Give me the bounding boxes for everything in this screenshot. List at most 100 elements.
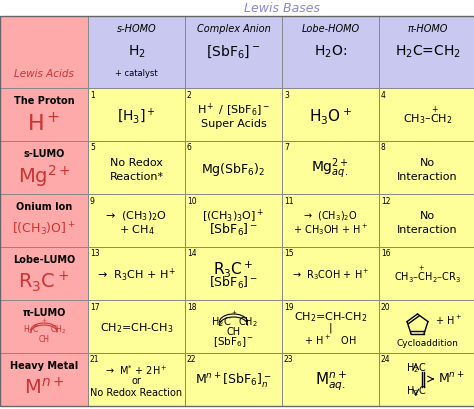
Text: H$_2$C=CH$_2$: H$_2$C=CH$_2$: [394, 44, 460, 60]
Text: + H$^+$   OH: + H$^+$ OH: [304, 333, 357, 346]
Text: π-LUMO: π-LUMO: [22, 308, 66, 318]
Text: 8: 8: [381, 144, 386, 153]
Text: CH: CH: [38, 335, 49, 344]
Bar: [88, 353, 185, 406]
Text: No Redox Reaction: No Redox Reaction: [91, 388, 182, 398]
Text: 24: 24: [381, 355, 391, 364]
Text: Mg$^{2+}_{aq.}$: Mg$^{2+}_{aq.}$: [311, 157, 349, 181]
Text: 6: 6: [187, 144, 192, 153]
Bar: [0, 353, 88, 406]
Text: H$^+$: H$^+$: [27, 111, 61, 135]
Text: H$_2$C: H$_2$C: [23, 324, 39, 336]
Text: 19: 19: [284, 303, 293, 312]
Bar: [185, 247, 282, 300]
Text: $^+$: $^+$: [40, 317, 48, 326]
Text: 11: 11: [284, 196, 293, 205]
Text: 4: 4: [381, 90, 386, 99]
Text: + H$^+$: + H$^+$: [436, 313, 462, 326]
Text: 5: 5: [90, 144, 95, 153]
Text: →  R$_3$COH + H$^+$: → R$_3$COH + H$^+$: [292, 267, 369, 283]
Text: H$_2$C: H$_2$C: [406, 384, 426, 398]
Bar: [379, 247, 474, 300]
Text: M$^{n+}$: M$^{n+}$: [24, 378, 64, 399]
Text: 14: 14: [187, 249, 197, 258]
Text: Reaction*: Reaction*: [109, 172, 164, 182]
Text: M$^{n+}$: M$^{n+}$: [438, 371, 465, 387]
Bar: [379, 16, 474, 88]
Text: 23: 23: [284, 355, 293, 364]
Text: s-LUMO: s-LUMO: [23, 149, 64, 159]
Bar: [282, 194, 379, 247]
Bar: [185, 194, 282, 247]
Text: M$^{n+}$[SbF$_6$]$^-_n$: M$^{n+}$[SbF$_6$]$^-_n$: [195, 372, 272, 391]
Text: 20: 20: [381, 303, 391, 312]
Text: →  M$^{*}$ + 2H$^+$: → M$^{*}$ + 2H$^+$: [105, 363, 168, 377]
Bar: [379, 141, 474, 194]
Text: 13: 13: [90, 249, 100, 258]
Bar: [0, 16, 88, 88]
Text: CH$_3$–$\overset{+}{\rm C}$H$_2$: CH$_3$–$\overset{+}{\rm C}$H$_2$: [403, 105, 452, 128]
Text: H$_2$C: H$_2$C: [211, 315, 232, 329]
Text: $^+$: $^+$: [230, 310, 237, 319]
Text: H$_2$O:: H$_2$O:: [314, 44, 347, 60]
Text: 1: 1: [90, 90, 95, 99]
Bar: [379, 88, 474, 141]
Bar: [185, 353, 282, 406]
Text: [(CH$_3$)O]$^+$: [(CH$_3$)O]$^+$: [12, 220, 76, 238]
Text: →  (CH$_3$)$_2$O: → (CH$_3$)$_2$O: [303, 209, 358, 223]
Text: 2: 2: [187, 90, 192, 99]
Text: CH$_2$: CH$_2$: [50, 324, 66, 336]
Text: Heavy Metal: Heavy Metal: [10, 361, 78, 371]
Text: →  R$_3$CH + H$^+$: → R$_3$CH + H$^+$: [97, 266, 176, 283]
Text: 22: 22: [187, 355, 197, 364]
Text: Lobe-LUMO: Lobe-LUMO: [13, 255, 75, 265]
Text: H$_3$O$^+$: H$_3$O$^+$: [309, 106, 352, 126]
Text: [SbF$_6$]$^-$: [SbF$_6$]$^-$: [206, 44, 261, 61]
Bar: [88, 247, 185, 300]
Bar: [282, 16, 379, 88]
Text: 16: 16: [381, 249, 391, 258]
Bar: [185, 141, 282, 194]
Text: M$^{n+}_{aq.}$: M$^{n+}_{aq.}$: [315, 369, 346, 393]
Text: No: No: [420, 211, 435, 221]
Text: →  (CH$_3$)$_2$O: → (CH$_3$)$_2$O: [106, 209, 167, 223]
Text: 3: 3: [284, 90, 289, 99]
Bar: [282, 88, 379, 141]
Text: |: |: [328, 323, 332, 333]
Text: [SbF$_6$]$^-$: [SbF$_6$]$^-$: [209, 275, 258, 291]
Text: + catalyst: + catalyst: [115, 70, 158, 79]
Text: No: No: [420, 158, 435, 168]
Text: 15: 15: [284, 249, 293, 258]
Text: No Redox: No Redox: [110, 158, 163, 168]
Text: Interaction: Interaction: [397, 172, 458, 182]
Text: Cycloaddition: Cycloaddition: [397, 339, 458, 348]
Text: 12: 12: [381, 196, 391, 205]
Bar: [185, 300, 282, 353]
Text: H$_2$C: H$_2$C: [406, 361, 426, 375]
Text: CH: CH: [227, 327, 241, 337]
Text: s-HOMO: s-HOMO: [117, 24, 156, 34]
Text: [(CH$_3$)$_3$O]$^+$: [(CH$_3$)$_3$O]$^+$: [202, 207, 264, 225]
Text: CH$_2$=CH-CH$_3$: CH$_2$=CH-CH$_3$: [100, 321, 173, 335]
Bar: [0, 88, 88, 141]
Text: Super Acids: Super Acids: [201, 119, 266, 129]
Bar: [282, 300, 379, 353]
Text: [SbF$_6$]$^-$: [SbF$_6$]$^-$: [213, 335, 254, 349]
Text: R$_3$C$^+$: R$_3$C$^+$: [18, 270, 70, 294]
Bar: [0, 194, 88, 247]
Text: 17: 17: [90, 303, 100, 312]
Bar: [88, 141, 185, 194]
Text: + CH$_4$: + CH$_4$: [118, 223, 155, 237]
Bar: [282, 141, 379, 194]
Text: Interaction: Interaction: [397, 225, 458, 235]
Text: CH$_2$=CH-CH$_2$: CH$_2$=CH-CH$_2$: [294, 310, 367, 324]
Text: R$_3$C$^+$: R$_3$C$^+$: [213, 259, 254, 279]
Bar: [0, 141, 88, 194]
Text: 21: 21: [90, 355, 100, 364]
Text: Lewis Bases: Lewis Bases: [244, 2, 320, 14]
Bar: [88, 300, 185, 353]
Bar: [0, 300, 88, 353]
Text: Mg$^{2+}$: Mg$^{2+}$: [18, 163, 70, 189]
Bar: [88, 194, 185, 247]
Text: CH$_3$–$\overset{+}{\rm C}$H$_2$–CR$_3$: CH$_3$–$\overset{+}{\rm C}$H$_2$–CR$_3$: [394, 265, 461, 285]
